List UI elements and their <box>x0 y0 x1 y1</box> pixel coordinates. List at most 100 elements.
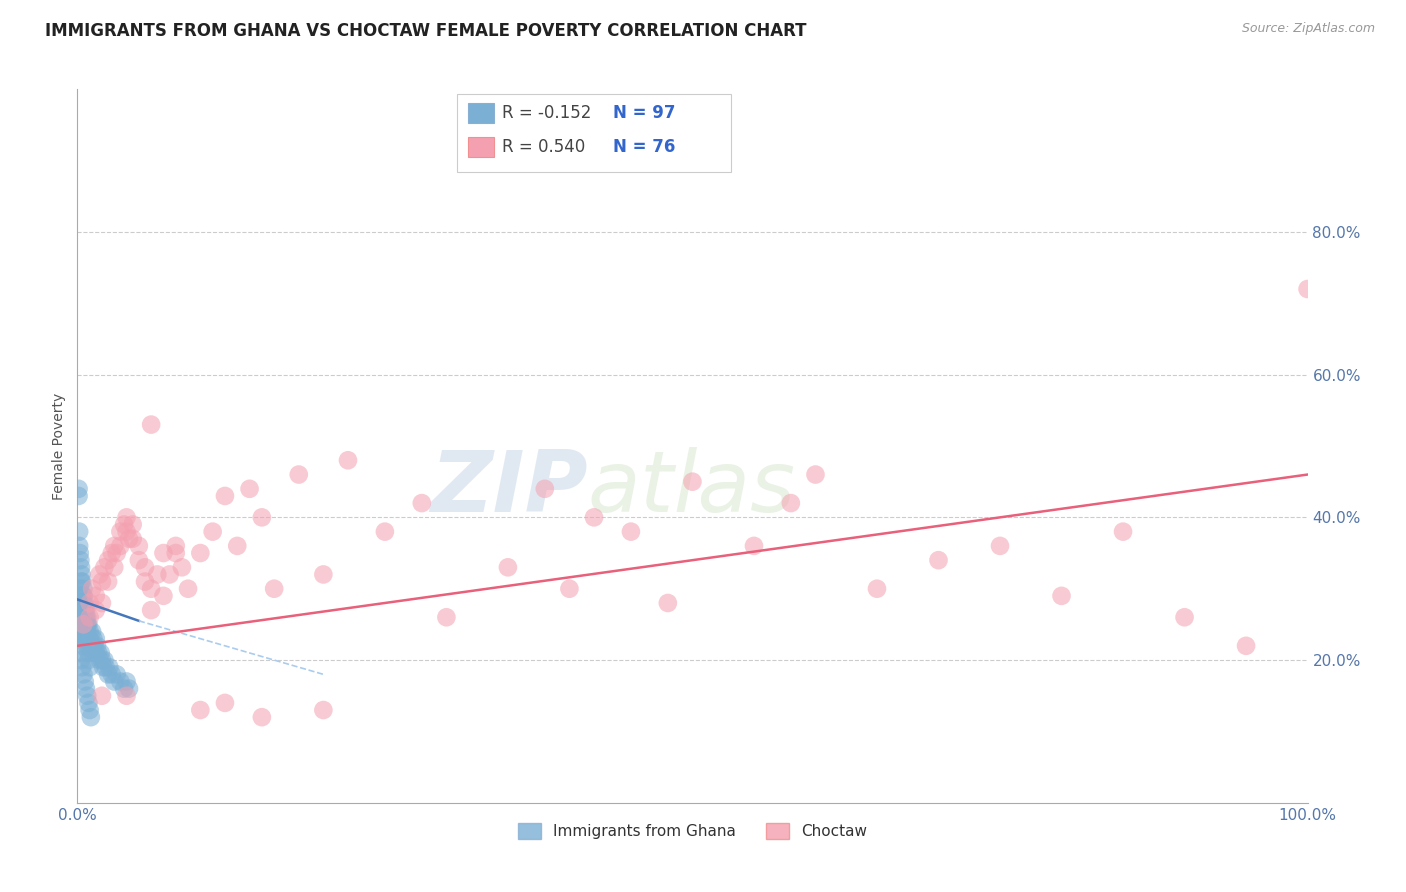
Point <box>93 653 115 667</box>
Point <box>115 689 138 703</box>
Point <box>110 674 132 689</box>
Point <box>165 539 187 553</box>
Point <box>75 610 97 624</box>
Point <box>534 482 557 496</box>
Point <box>82 582 104 596</box>
Point <box>239 482 262 496</box>
Point <box>70 596 93 610</box>
Point <box>152 589 174 603</box>
Point <box>84 632 107 646</box>
Point <box>70 603 93 617</box>
Point <box>67 539 90 553</box>
Point <box>583 510 606 524</box>
Point <box>988 539 1011 553</box>
Point <box>159 567 181 582</box>
Text: R = -0.152: R = -0.152 <box>502 104 592 122</box>
Point <box>76 624 98 639</box>
Point <box>83 639 105 653</box>
Point <box>1234 639 1257 653</box>
Point <box>72 610 94 624</box>
Point <box>780 496 803 510</box>
Point <box>558 582 581 596</box>
Point <box>165 546 187 560</box>
Point <box>79 639 101 653</box>
Point <box>73 674 96 689</box>
Point <box>79 660 101 674</box>
Point <box>94 660 117 674</box>
Point <box>70 567 93 582</box>
Point <box>73 624 96 639</box>
Point <box>90 653 114 667</box>
Point <box>141 582 163 596</box>
Point <box>312 567 335 582</box>
Point <box>682 475 704 489</box>
Point <box>103 560 125 574</box>
Point <box>89 653 111 667</box>
Point <box>128 553 150 567</box>
Point <box>84 603 107 617</box>
Point <box>79 632 101 646</box>
Point <box>69 582 91 596</box>
Point <box>75 603 97 617</box>
Point <box>69 646 91 660</box>
Point <box>77 632 100 646</box>
Point <box>657 596 679 610</box>
Point <box>84 646 107 660</box>
Point <box>250 710 273 724</box>
Point <box>337 453 360 467</box>
Point <box>620 524 643 539</box>
Point <box>69 610 91 624</box>
Point <box>77 617 100 632</box>
Point <box>79 610 101 624</box>
Point <box>72 632 94 646</box>
Point <box>141 417 163 432</box>
Point <box>70 653 93 667</box>
Point <box>75 617 97 632</box>
Point <box>93 560 115 574</box>
Point <box>70 632 93 646</box>
Point <box>97 553 120 567</box>
Point <box>1050 589 1073 603</box>
Point <box>72 589 94 603</box>
Point <box>742 539 765 553</box>
Point <box>77 653 100 667</box>
Point <box>69 553 91 567</box>
Point <box>89 567 111 582</box>
Point <box>75 632 97 646</box>
Point <box>374 524 396 539</box>
Point <box>134 560 156 574</box>
Point <box>72 596 94 610</box>
Point <box>82 646 104 660</box>
Point <box>1174 610 1197 624</box>
Point <box>214 696 236 710</box>
Point <box>72 617 94 632</box>
Point <box>250 510 273 524</box>
Point <box>69 546 91 560</box>
Point <box>70 589 93 603</box>
Point <box>1112 524 1135 539</box>
Point <box>177 582 200 596</box>
Point <box>436 610 458 624</box>
Point <box>115 674 138 689</box>
Point <box>72 589 94 603</box>
Point <box>79 596 101 610</box>
Text: R = 0.540: R = 0.540 <box>502 138 585 156</box>
Point <box>73 596 96 610</box>
Point <box>312 703 335 717</box>
Point <box>90 574 114 589</box>
Point <box>188 703 212 717</box>
Point <box>70 624 93 639</box>
Point <box>76 617 98 632</box>
Point <box>70 603 93 617</box>
Point <box>76 617 98 632</box>
Point <box>105 667 128 681</box>
Point <box>91 660 114 674</box>
Point <box>134 574 156 589</box>
Point <box>70 596 93 610</box>
Point <box>105 546 128 560</box>
Point <box>72 617 94 632</box>
Point <box>70 574 93 589</box>
Point <box>128 539 150 553</box>
Point <box>73 603 96 617</box>
Point <box>72 582 94 596</box>
